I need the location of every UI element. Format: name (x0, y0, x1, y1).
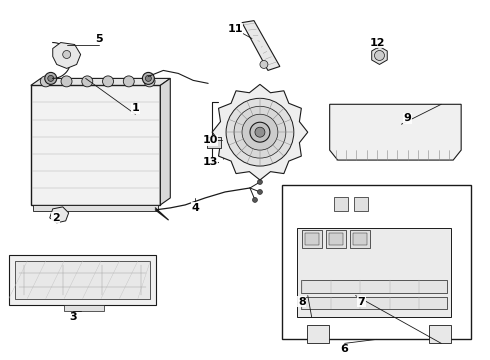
Bar (349, 230, 369, 248)
Text: 8: 8 (298, 297, 306, 306)
Bar (15, 261, 150, 298)
Text: 7: 7 (358, 297, 366, 306)
Bar (64, 305, 103, 311)
Circle shape (226, 98, 294, 166)
Circle shape (374, 50, 385, 60)
Text: 3: 3 (69, 312, 76, 323)
Text: 6: 6 (341, 345, 348, 354)
Polygon shape (53, 42, 81, 68)
Circle shape (45, 72, 57, 84)
Circle shape (255, 127, 265, 137)
Polygon shape (242, 21, 280, 71)
Ellipse shape (116, 274, 137, 285)
Circle shape (252, 197, 257, 202)
Circle shape (123, 76, 134, 87)
Circle shape (63, 50, 71, 58)
Circle shape (242, 114, 278, 150)
Bar (207, 137, 221, 148)
Circle shape (144, 76, 155, 87)
Bar (33, 205, 158, 211)
Circle shape (143, 72, 154, 84)
Bar (354, 197, 368, 211)
Text: 12: 12 (370, 37, 385, 48)
Ellipse shape (26, 274, 48, 285)
Bar (297, 228, 451, 318)
Circle shape (257, 189, 263, 194)
Text: 1: 1 (131, 103, 139, 113)
Ellipse shape (303, 195, 317, 211)
FancyArrowPatch shape (220, 144, 224, 159)
Text: 2: 2 (52, 213, 60, 223)
Circle shape (234, 106, 286, 158)
Text: 4: 4 (191, 203, 199, 213)
Circle shape (146, 75, 151, 81)
Polygon shape (372, 46, 387, 64)
Polygon shape (330, 104, 461, 160)
Bar (305, 233, 318, 245)
Bar (31, 85, 160, 205)
Circle shape (260, 60, 268, 68)
Polygon shape (212, 84, 308, 180)
Polygon shape (50, 207, 69, 223)
Ellipse shape (370, 198, 383, 212)
Polygon shape (429, 325, 451, 343)
Polygon shape (31, 78, 171, 85)
Circle shape (82, 76, 93, 87)
Polygon shape (160, 78, 171, 205)
Circle shape (48, 75, 54, 81)
Circle shape (102, 76, 114, 87)
Bar (302, 230, 322, 248)
FancyArrowPatch shape (61, 216, 64, 219)
Polygon shape (307, 325, 329, 343)
Bar (301, 297, 447, 310)
Circle shape (61, 76, 72, 87)
Text: 5: 5 (95, 33, 102, 44)
Circle shape (40, 76, 51, 87)
Text: 11: 11 (227, 24, 243, 33)
Text: 10: 10 (202, 135, 218, 145)
Bar (329, 233, 343, 245)
Text: 9: 9 (403, 113, 411, 123)
Bar (9, 255, 156, 305)
Bar (301, 280, 447, 293)
Circle shape (250, 122, 270, 142)
Text: 13: 13 (202, 157, 218, 167)
Bar (282, 185, 471, 339)
Bar (334, 197, 347, 211)
Circle shape (257, 180, 263, 184)
Bar (353, 233, 367, 245)
Bar (326, 230, 345, 248)
Ellipse shape (72, 274, 94, 285)
